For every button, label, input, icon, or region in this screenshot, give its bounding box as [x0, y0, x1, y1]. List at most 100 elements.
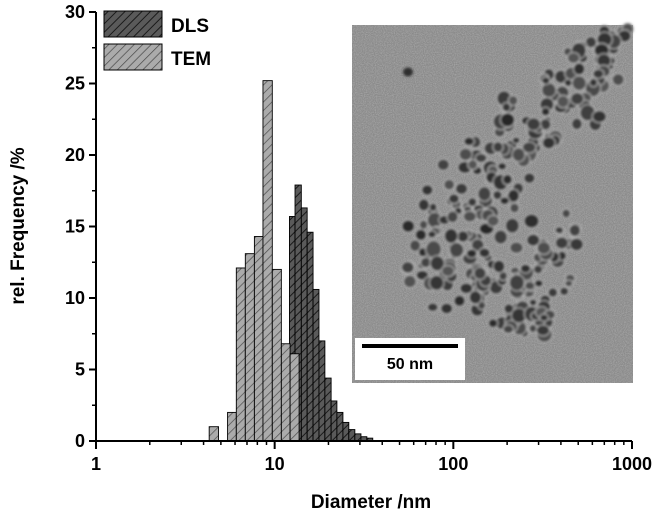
x-tick-label: 1000 — [612, 454, 652, 474]
legend-swatch-tem — [103, 43, 163, 71]
nanoparticle — [568, 223, 582, 237]
nanoparticle — [570, 91, 585, 106]
scale-bar-box: 50 nm — [355, 338, 465, 380]
nanoparticle — [492, 259, 506, 274]
bar-dls-4 — [312, 288, 320, 442]
nanoparticle — [519, 263, 532, 274]
nanoparticle — [463, 136, 475, 147]
y-tick-label: 25 — [65, 74, 85, 94]
nanoparticle — [447, 193, 460, 205]
y-tick-label: 0 — [75, 431, 85, 451]
bar-dls-9 — [342, 421, 350, 442]
nanoparticle — [459, 282, 474, 295]
bar-tem-3 — [244, 253, 255, 442]
nanoparticle — [528, 298, 538, 307]
nanoparticle — [486, 214, 500, 227]
nanoparticle — [591, 110, 608, 124]
nanoparticle — [402, 274, 417, 289]
legend-label-dls: DLS — [171, 16, 209, 37]
nanoparticle — [561, 208, 572, 219]
nanoparticle — [541, 136, 556, 150]
bar-dls-5 — [318, 340, 326, 442]
nanoparticle — [443, 227, 459, 244]
nanoparticle — [541, 76, 551, 85]
legend: DLS TEM — [103, 10, 211, 71]
nanoparticle — [535, 324, 551, 337]
y-tick-label: 10 — [65, 288, 85, 308]
nanoparticle — [473, 266, 487, 281]
nanoparticle — [566, 52, 581, 64]
nanoparticle — [536, 241, 552, 255]
nanoparticle — [408, 239, 422, 253]
bar-tem-2 — [235, 267, 246, 442]
nanoparticle — [468, 290, 483, 305]
x-tick-label: 10 — [265, 454, 285, 474]
nanoparticle — [508, 274, 526, 292]
nanoparticle — [539, 313, 549, 322]
nanoparticle — [502, 324, 515, 335]
nanoparticle — [440, 264, 455, 278]
nanoparticle — [436, 158, 451, 172]
legend-label-tem: TEM — [171, 49, 211, 70]
nanoparticle — [429, 255, 446, 272]
bar-tem-0 — [208, 426, 219, 442]
x-axis-title: Diameter /nm — [311, 492, 431, 513]
nanoparticle — [559, 286, 570, 297]
nanoparticle — [523, 213, 540, 229]
nanoparticle — [523, 172, 536, 185]
bar-dls-8 — [336, 411, 344, 442]
nanoparticle — [499, 196, 511, 206]
x-tick-label: 100 — [438, 454, 468, 474]
nanoparticle — [400, 260, 415, 274]
scale-bar-label: 50 nm — [387, 356, 433, 373]
bar-tem-1 — [227, 411, 237, 442]
axis-ticks: 1 10 100 1000 0 5 10 15 20 25 30 — [65, 2, 652, 474]
nanoparticle-cluster — [400, 22, 634, 343]
bar-tem-4 — [253, 236, 264, 442]
nanoparticle — [456, 230, 470, 243]
nanoparticle — [540, 106, 551, 117]
bar-dls-6 — [324, 377, 332, 442]
nanoparticle — [511, 136, 521, 145]
nanoparticle — [563, 78, 573, 88]
nanoparticle — [492, 140, 504, 154]
nanoparticle — [443, 178, 456, 191]
nanoparticle — [417, 198, 431, 212]
nanoparticle — [526, 233, 541, 247]
nanoparticle — [440, 302, 454, 315]
bar-tem-7 — [280, 343, 291, 442]
nanoparticle — [453, 294, 466, 308]
nanoparticle — [478, 247, 491, 259]
nanoparticle — [426, 302, 439, 313]
nanoparticle — [474, 152, 488, 164]
nanoparticle — [499, 112, 516, 128]
nanoparticle — [496, 161, 508, 171]
nanoparticle — [524, 280, 536, 291]
nanoparticle — [446, 210, 459, 224]
tem-micrograph-inset: 50 nm — [352, 22, 634, 383]
nanoparticle — [521, 141, 537, 154]
bar-dls-11 — [354, 433, 362, 442]
nanoparticle — [428, 202, 438, 213]
nanoparticle — [509, 241, 524, 255]
nanoparticle — [414, 228, 428, 242]
nanoparticle — [458, 147, 473, 162]
bar-dls-3 — [306, 231, 314, 442]
bar-tem-8 — [289, 353, 300, 442]
nanoparticle — [487, 318, 499, 329]
nanoparticle — [526, 117, 542, 132]
histogram-bars — [208, 80, 374, 442]
nanoparticle — [425, 240, 443, 259]
nanoparticle — [506, 188, 520, 203]
nanoparticle — [509, 202, 520, 214]
nanoparticle — [564, 279, 574, 288]
nanoparticle — [556, 94, 570, 109]
nanoparticle — [547, 287, 559, 298]
nanoparticle — [592, 68, 605, 80]
y-tick-label: 15 — [65, 217, 85, 237]
y-tick-label: 5 — [75, 360, 85, 380]
nanoparticle — [448, 241, 465, 258]
nanoparticle — [428, 274, 445, 291]
nanoparticle — [467, 197, 478, 208]
